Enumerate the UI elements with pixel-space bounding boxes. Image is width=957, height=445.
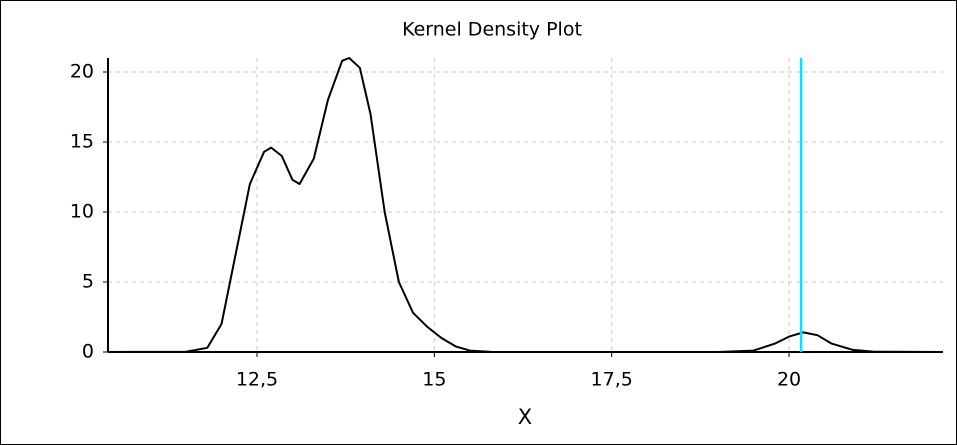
chart-title: Kernel Density Plot [402,19,582,41]
y-tick-label: 15 [70,131,94,153]
x-tick-label: 15 [422,369,446,391]
y-tick-label: 20 [70,61,94,83]
density-line [107,57,944,353]
x-tick-label: 17,5 [591,369,633,391]
y-tick-label: 10 [70,201,94,223]
x-tick-label: 20 [777,369,801,391]
x-axis-label: X [518,405,532,429]
y-tick-label: 5 [82,271,94,293]
y-tick-label: 0 [82,341,94,363]
x-tick-label: 12,5 [236,369,278,391]
